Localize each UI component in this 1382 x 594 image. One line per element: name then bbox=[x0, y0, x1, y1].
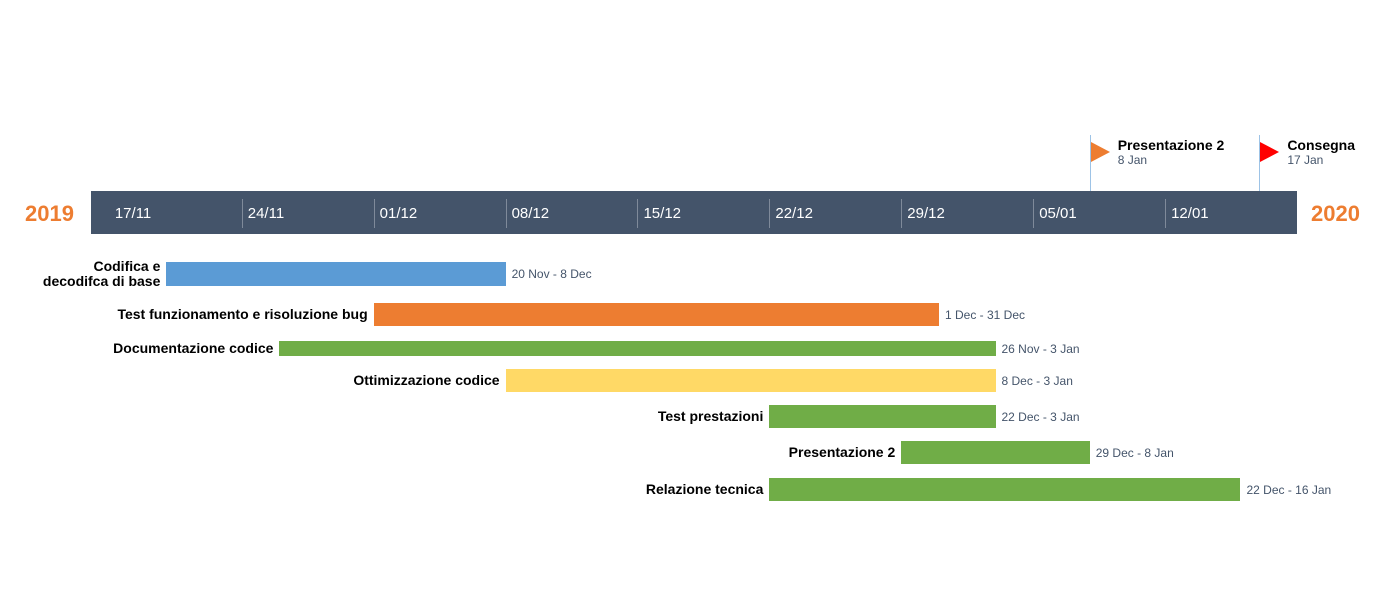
axis-tick: 15/12 bbox=[637, 199, 681, 228]
milestone-line bbox=[1259, 135, 1261, 191]
task-label: Presentazione 2 bbox=[788, 444, 896, 460]
task-label: Test prestazioni bbox=[657, 408, 764, 424]
axis-tick: 08/12 bbox=[505, 199, 549, 228]
task-date-range: 8 Dec - 3 Jan bbox=[1001, 373, 1073, 388]
axis-tick: 24/11 bbox=[241, 199, 284, 228]
task-label: Documentazione codice bbox=[113, 340, 274, 356]
axis-tick-label: 17/11 bbox=[114, 205, 152, 222]
milestone-date: 8 Jan bbox=[1117, 153, 1148, 167]
axis-tick-label: 15/12 bbox=[643, 205, 682, 222]
task-bar bbox=[769, 405, 996, 428]
task-label: Test funzionamento e risoluzione bug bbox=[117, 306, 368, 322]
task-label: Codifica e decodifca di base bbox=[42, 258, 161, 289]
task-label: Relazione tecnica bbox=[645, 481, 764, 497]
end-year-label: 2020 bbox=[1311, 201, 1360, 226]
task-label: Ottimizzazione codice bbox=[353, 372, 500, 388]
axis-tick-label: 08/12 bbox=[511, 205, 550, 222]
axis-tick-label: 29/12 bbox=[907, 205, 945, 222]
milestone-date: 17 Jan bbox=[1287, 153, 1324, 167]
axis-tick-label: 12/01 bbox=[1171, 205, 1209, 222]
axis-tick: 05/01 bbox=[1033, 199, 1077, 228]
task-date-range: 26 Nov - 3 Jan bbox=[1001, 341, 1080, 356]
task-bar bbox=[373, 303, 939, 326]
axis-tick-label: 24/11 bbox=[247, 205, 285, 222]
axis-tick: 01/12 bbox=[373, 199, 417, 228]
task-bar bbox=[166, 262, 506, 286]
task-date-range: 29 Dec - 8 Jan bbox=[1095, 445, 1174, 460]
axis-tick-label: 22/12 bbox=[775, 205, 813, 222]
milestone-flag-icon bbox=[1260, 142, 1280, 162]
axis-tick: 12/01 bbox=[1165, 199, 1209, 228]
task-bar bbox=[769, 478, 1241, 501]
task-date-range: 1 Dec - 31 Dec bbox=[944, 307, 1026, 322]
axis-tick-label: 05/01 bbox=[1039, 205, 1077, 222]
milestone-line bbox=[1089, 135, 1091, 191]
task-date-range: 20 Nov - 8 Dec bbox=[511, 267, 592, 281]
task-bar bbox=[901, 441, 1090, 464]
milestone-name: Consegna bbox=[1287, 137, 1355, 153]
axis-tick: 22/12 bbox=[769, 199, 813, 228]
timeline-axis: 17/11 24/11 01/12 08/12 15/12 22/12 29/12 05/01… bbox=[91, 191, 1297, 234]
axis-tick-label: 01/12 bbox=[379, 205, 418, 222]
milestone-name: Presentazione 2 bbox=[1117, 137, 1225, 153]
milestone-flag-icon bbox=[1090, 142, 1110, 162]
axis-tick: 29/12 bbox=[901, 199, 945, 228]
start-year-label: 2019 bbox=[25, 201, 74, 226]
task-bar bbox=[505, 369, 996, 392]
task-date-range: 22 Dec - 16 Jan bbox=[1246, 482, 1332, 497]
task-bar bbox=[279, 341, 996, 356]
task-date-range: 22 Dec - 3 Jan bbox=[1001, 409, 1080, 424]
